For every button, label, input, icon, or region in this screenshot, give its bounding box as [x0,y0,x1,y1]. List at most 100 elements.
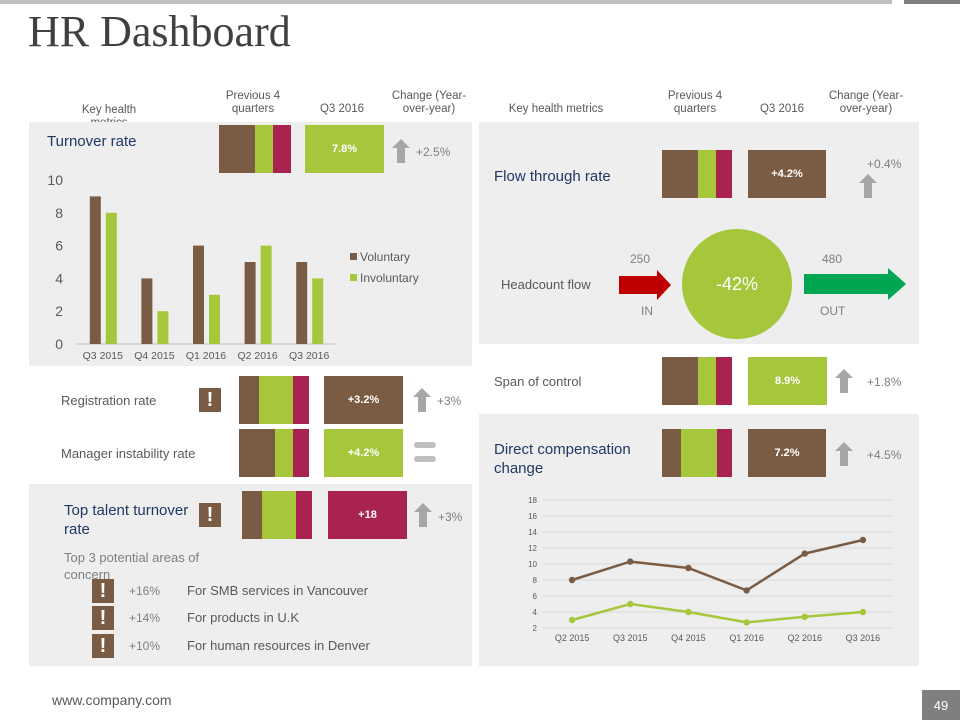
compensation-line-chart: 2 4 6 8 10 12 14 16 18 Q2 2015 Q3 2015 Q4 2015 Q1 20… [528,496,892,643]
top-talent-history-bar [242,491,312,539]
data-point [859,608,867,616]
span-up-arrow-icon [835,369,853,393]
headcount-in-value: 250 [630,252,651,266]
manager-value: +4.2% [324,429,403,477]
manager-label: Manager instability rate [61,446,196,461]
headcount-out-label: OUT [820,304,846,318]
header-change-left: Change (Year-over-year) [391,90,467,115]
concern-warning-icon: ! [92,606,114,630]
span-history-bar [662,357,732,405]
x-tick-label: Q3 2015 [613,633,648,643]
flow-title: Flow through rate [494,168,611,185]
data-point [685,608,692,616]
bar-involuntary [105,212,117,344]
span-label: Span of control [494,374,582,389]
turnover-up-arrow-icon [392,139,410,163]
data-point [859,536,867,544]
top-talent-change: +3% [438,510,463,524]
concern-warning-icon: ! [92,634,114,658]
footer-url[interactable]: www.company.com [52,692,172,708]
direct-title: Direct compensation change [494,441,631,477]
headcount-label: Headcount flow [501,277,591,292]
direct-history-bar [662,429,732,477]
data-point [685,564,692,572]
y-tick-label: 0 [55,336,63,352]
concern-subtitle: Top 3 potential areas of concern [64,550,200,579]
data-point [743,619,750,626]
registration-up-arrow-icon [413,388,431,412]
registration-warning-icon: ! [199,388,221,412]
legend-label: Involuntary [360,271,419,285]
direct-change: +4.5% [867,448,902,462]
x-tick-label: Q4 2015 [134,350,174,362]
header-q3-right: Q3 2016 [759,103,805,115]
series-line-1 [571,538,864,592]
bar-involuntary [260,245,272,344]
y-tick-label: 8 [533,576,538,585]
bar-involuntary [312,278,324,344]
data-point [627,600,634,608]
top-talent-up-arrow-icon [414,503,432,527]
bar-voluntary [296,262,308,344]
list-item: ! +10% For human resources in Denver [92,634,452,660]
registration-change: +3% [437,394,462,408]
bar-voluntary [193,245,204,344]
y-tick-label: 8 [55,205,63,221]
turnover-value: 7.8% [305,125,384,173]
header-change-right: Change (Year-over-year) [828,90,904,115]
header-previous-left: Previous 4 quarters [225,90,281,115]
y-tick-label: 16 [528,512,537,521]
span-change: +1.8% [867,375,902,389]
legend-swatch [350,274,357,281]
registration-history-bar [239,376,309,424]
y-tick-label: 14 [528,528,537,537]
x-tick-label: Q1 2016 [186,350,226,362]
registration-label: Registration rate [61,393,157,408]
out-arrow-icon [804,268,906,300]
y-tick-label: 4 [55,270,63,286]
page-number: 49 [922,690,960,720]
y-tick-label: 10 [47,172,63,188]
concern-text: For human resources in Denver [187,638,370,653]
top-talent-title: Top talent turnover rate [64,502,189,538]
concern-pct: +14% [129,611,161,625]
equal-icon-bottom [414,456,436,462]
data-point [801,613,808,620]
header-q3-left: Q3 2016 [319,103,365,115]
bar-voluntary [141,278,153,344]
flow-value: +4.2% [748,150,826,198]
registration-value: +3.2% [324,376,403,424]
flow-history-bar [662,150,732,198]
top-rule [0,0,892,4]
y-tick-label: 6 [533,592,538,601]
y-tick-label: 6 [55,238,63,254]
manager-history-bar [239,429,309,477]
x-tick-label: Q2 2015 [555,633,590,643]
bar-involuntary [209,294,220,344]
y-tick-label: 18 [528,496,537,505]
headcount-change-circle: -42% [682,229,792,339]
flow-up-arrow-icon [859,174,877,198]
y-tick-label: 2 [533,624,538,633]
header-key-metrics-right: Key health metrics [508,103,604,115]
legend-label: Voluntary [360,250,410,264]
x-tick-label: Q1 2016 [729,633,764,643]
top-talent-value: +18 [328,491,407,539]
y-tick-label: 4 [533,608,538,617]
data-point [743,587,750,594]
header-previous-right: Previous 4 quarters [667,90,723,115]
in-arrow-icon [619,270,671,300]
y-tick-label: 10 [528,560,537,569]
page-title: HR Dashboard [28,7,291,56]
concern-pct: +16% [129,584,161,598]
flow-change: +0.4% [867,157,902,171]
x-tick-label: Q4 2015 [671,633,706,643]
data-point [801,550,808,557]
x-tick-label: Q2 2016 [237,350,277,362]
concern-text: For products in U.K [187,610,299,625]
turnover-title: Turnover rate [47,133,137,150]
concern-warning-icon: ! [92,579,114,603]
legend-swatch [350,253,357,260]
top-talent-warning-icon: ! [199,503,221,527]
data-point [568,576,576,584]
